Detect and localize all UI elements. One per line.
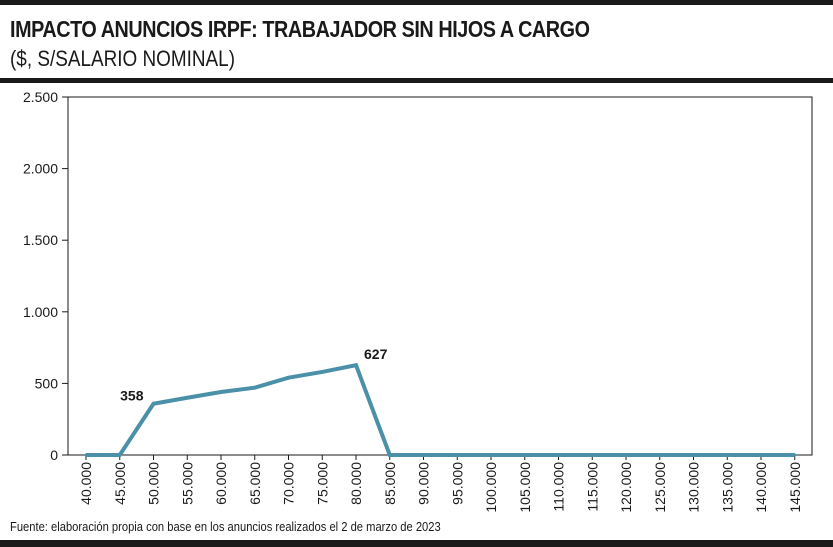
data-label: 358 [120,388,144,404]
data-point [725,453,729,457]
x-tick-label: 75.000 [314,462,330,505]
x-tick-label: 40.000 [78,462,94,505]
x-tick-label: 145.000 [787,462,803,513]
data-point [523,453,527,457]
series-line [86,362,795,457]
x-tick-label: 120.000 [618,462,634,513]
data-point [692,453,695,457]
x-tick-label: 80.000 [348,462,364,505]
data-point [455,453,459,457]
y-tick-label: 1.000 [23,304,58,320]
data-point [354,363,358,367]
data-point [557,453,560,457]
x-tick-label: 90.000 [416,462,432,505]
line-chart: 0 500 1.000 1.500 2.000 2.500 40.000 45.000 50.0… [23,89,813,513]
data-point [84,453,88,457]
x-tick-label: 100.000 [483,462,499,513]
x-tick-label: 110.000 [551,462,567,512]
x-tick-label: 65.000 [247,462,263,505]
data-point [320,370,324,374]
data-label: 627 [364,346,388,362]
data-point [118,453,122,457]
top-rule [0,0,833,5]
data-point [793,453,797,457]
y-tick-label: 500 [35,375,59,391]
source-note: Fuente: elaboración propia con base en l… [10,519,441,534]
x-tick-label: 85.000 [382,462,398,505]
data-point [253,386,257,390]
data-point [287,376,290,380]
x-tick-label: 125.000 [652,462,668,513]
y-tick-label: 2.000 [23,161,58,177]
data-point [759,453,763,457]
plot-area [67,96,813,456]
header-rule [0,78,833,83]
data-point [219,390,223,394]
chart-subtitle: ($, S/SALARIO NOMINAL) [10,46,235,71]
data-point [185,396,189,400]
data-point [489,453,493,457]
data-point [422,453,425,457]
y-tick-label: 1.500 [23,232,58,248]
x-tick-label: 70.000 [281,462,297,505]
x-tick-label: 105.000 [517,462,533,513]
data-point [658,453,662,457]
x-tick-label: 95.000 [449,462,465,505]
data-point [152,402,155,406]
x-tick-label: 55.000 [179,462,195,505]
x-tick-label: 50.000 [146,462,162,505]
data-point [624,453,628,457]
data-point [388,453,392,457]
data-point [590,453,594,457]
x-tick-label: 135.000 [719,462,735,513]
y-tick-label: 0 [50,447,58,463]
x-tick-label: 60.000 [213,462,229,505]
x-tick-label: 115.000 [584,462,600,512]
x-tick-label: 130.000 [686,462,702,513]
chart-title: IMPACTO ANUNCIOS IRPF: TRABAJADOR SIN HI… [10,16,590,42]
x-tick-label: 140.000 [753,462,769,513]
bottom-rule [0,540,833,547]
x-tick-label: 45.000 [112,462,128,505]
y-tick-label: 2.500 [23,89,58,105]
